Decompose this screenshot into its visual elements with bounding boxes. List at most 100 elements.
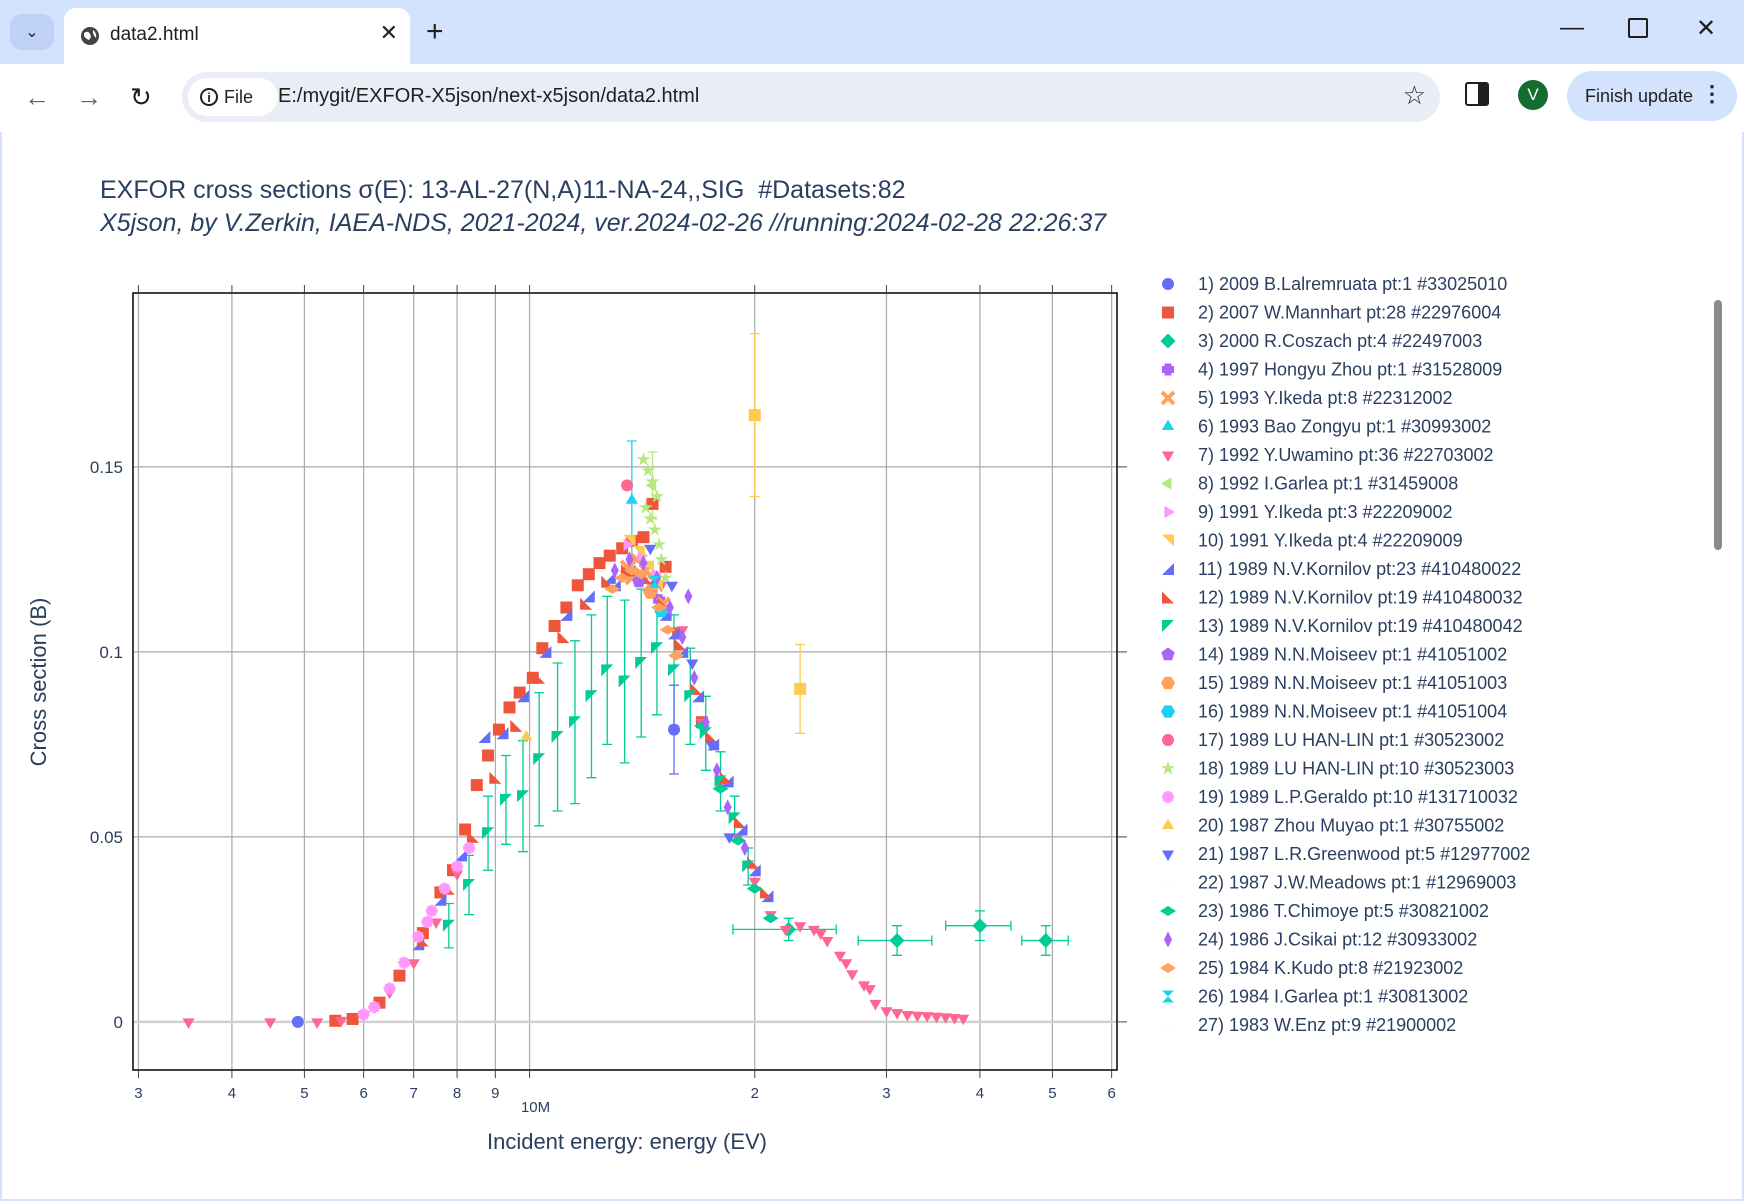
legend-item[interactable]: 1) 2009 B.Lalremruata pt:1 #33025010 bbox=[1162, 274, 1507, 294]
legend-item[interactable]: 10) 1991 Y.Ikeda pt:4 #22209009 bbox=[1162, 531, 1463, 551]
legend-item[interactable]: 24) 1986 J.Csikai pt:12 #30933002 bbox=[1164, 930, 1477, 950]
close-window-button[interactable]: ✕ bbox=[1696, 14, 1716, 43]
scrollbar-thumb[interactable] bbox=[1714, 300, 1722, 550]
side-panel-icon[interactable] bbox=[1465, 82, 1489, 106]
legend-label: 24) 1986 J.Csikai pt:12 #30933002 bbox=[1198, 930, 1477, 950]
data-point bbox=[666, 582, 678, 593]
data-point bbox=[572, 579, 584, 591]
legend-label: 12) 1989 N.V.Kornilov pt:19 #410480032 bbox=[1198, 588, 1523, 608]
legend-marker bbox=[1165, 506, 1176, 518]
legend-item[interactable]: 16) 1989 N.N.Moiseev pt:1 #41051004 bbox=[1161, 702, 1507, 722]
legend-item[interactable]: 2) 2007 W.Mannhart pt:28 #22976004 bbox=[1162, 303, 1501, 323]
legend-item[interactable]: 23) 1986 T.Chimoye pt:5 #30821002 bbox=[1160, 901, 1489, 921]
legend-item[interactable]: 9) 1991 Y.Ikeda pt:3 #22209002 bbox=[1165, 502, 1453, 522]
x-tick-label: 10M bbox=[521, 1099, 550, 1116]
data-point bbox=[183, 1018, 195, 1029]
data-point bbox=[593, 557, 605, 569]
maximize-button[interactable] bbox=[1628, 18, 1648, 38]
legend-item[interactable]: 5) 1993 Y.Ikeda pt:8 #22312002 bbox=[1162, 388, 1453, 408]
legend-item[interactable]: 3) 2000 R.Coszach pt:4 #22497003 bbox=[1161, 331, 1483, 351]
site-info-chip[interactable]: i File bbox=[188, 78, 278, 116]
y-tick-label: 0 bbox=[114, 1013, 123, 1032]
legend-item[interactable]: 25) 1984 K.Kudo pt:8 #21923002 bbox=[1160, 958, 1463, 978]
new-tab-button[interactable]: + bbox=[426, 14, 444, 50]
more-menu-icon[interactable]: ⋮ bbox=[1701, 81, 1723, 107]
legend-label: 7) 1992 Y.Uwamino pt:36 #22703002 bbox=[1198, 445, 1494, 465]
legend-item[interactable]: 18) 1989 LU HAN-LIN pt:10 #30523003 bbox=[1161, 759, 1514, 779]
legend-item[interactable]: 14) 1989 N.N.Moiseev pt:1 #41051002 bbox=[1161, 645, 1507, 665]
data-point bbox=[292, 1016, 304, 1028]
legend-item[interactable]: 26) 1984 I.Garlea pt:1 #30813002 bbox=[1162, 987, 1468, 1007]
legend-marker bbox=[1161, 648, 1174, 661]
x-tick-label: 6 bbox=[1107, 1085, 1115, 1102]
back-arrow-icon[interactable]: ← bbox=[24, 82, 50, 113]
legend-marker bbox=[1161, 677, 1175, 689]
tab-active[interactable]: data2.html ✕ bbox=[64, 8, 410, 64]
legend-marker bbox=[1162, 563, 1174, 575]
data-point bbox=[358, 1009, 370, 1021]
page-content: EXFOR cross sections σ(E): 13-AL-27(N,A)… bbox=[2, 132, 1742, 1199]
bookmark-star-icon[interactable]: ☆ bbox=[1403, 80, 1426, 111]
data-point bbox=[412, 931, 424, 943]
legend-item[interactable]: 8) 1992 I.Garlea pt:1 #31459008 bbox=[1161, 474, 1458, 494]
legend-marker bbox=[1162, 307, 1174, 319]
legend-marker bbox=[1161, 705, 1175, 717]
data-point bbox=[471, 779, 483, 791]
data-point bbox=[384, 983, 396, 995]
data-point bbox=[644, 545, 656, 556]
legend-item[interactable]: 7) 1992 Y.Uwamino pt:36 #22703002 bbox=[1162, 445, 1494, 465]
x-tick-label: 6 bbox=[359, 1085, 367, 1102]
address-bar[interactable]: i File E:/mygit/EXFOR-X5json/next-x5json… bbox=[182, 72, 1440, 122]
legend-item[interactable]: 13) 1989 N.V.Kornilov pt:19 #410480042 bbox=[1162, 616, 1523, 636]
legend-item[interactable]: 17) 1989 LU HAN-LIN pt:1 #30523002 bbox=[1162, 730, 1504, 750]
legend-marker bbox=[1162, 392, 1174, 404]
finish-update-button[interactable]: Finish update ⋮ bbox=[1567, 71, 1737, 121]
globe-icon bbox=[76, 22, 104, 50]
legend-label: 17) 1989 LU HAN-LIN pt:1 #30523002 bbox=[1198, 730, 1504, 750]
close-tab-icon[interactable]: ✕ bbox=[380, 20, 398, 46]
legend-item[interactable]: 6) 1993 Bao Zongyu pt:1 #30993002 bbox=[1162, 417, 1491, 437]
data-point bbox=[583, 590, 595, 602]
legend-item[interactable]: 11) 1989 N.V.Kornilov pt:23 #410480022 bbox=[1162, 559, 1521, 579]
legend-item[interactable]: 12) 1989 N.V.Kornilov pt:19 #410480032 bbox=[1162, 588, 1523, 608]
legend-marker bbox=[1162, 364, 1174, 376]
forward-arrow-icon[interactable]: → bbox=[76, 82, 102, 113]
legend-item[interactable]: 27) 1983 W.Enz pt:9 #21900002 bbox=[1162, 1015, 1456, 1035]
legend-item[interactable]: 15) 1989 N.N.Moiseev pt:1 #41051003 bbox=[1161, 673, 1507, 693]
legend-label: 18) 1989 LU HAN-LIN pt:10 #30523003 bbox=[1198, 759, 1514, 779]
data-point bbox=[957, 1015, 969, 1025]
data-point bbox=[503, 701, 515, 713]
avatar[interactable]: V bbox=[1518, 80, 1548, 110]
x-tick-label: 8 bbox=[453, 1085, 461, 1102]
legend-marker bbox=[1162, 620, 1174, 632]
x-axis-title: Incident energy: energy (EV) bbox=[487, 1129, 767, 1154]
legend-label: 13) 1989 N.V.Kornilov pt:19 #410480042 bbox=[1198, 616, 1523, 636]
legend-item[interactable]: 20) 1987 Zhou Muyao pt:1 #30755002 bbox=[1162, 816, 1504, 836]
data-point bbox=[557, 631, 569, 643]
data-point bbox=[648, 522, 662, 536]
tab-search-button[interactable]: ⌄ bbox=[10, 14, 54, 50]
legend-item[interactable]: 4) 1997 Hongyu Zhou pt:1 #31528009 bbox=[1162, 360, 1502, 380]
legend-label: 15) 1989 N.N.Moiseev pt:1 #41051003 bbox=[1198, 673, 1507, 693]
legend-item[interactable]: 19) 1989 L.P.Geraldo pt:10 #131710032 bbox=[1162, 787, 1518, 807]
data-point bbox=[734, 816, 746, 828]
legend-item[interactable]: 21) 1987 L.R.Greenwood pt:5 #12977002 bbox=[1162, 844, 1530, 864]
url-text[interactable]: E:/mygit/EXFOR-X5json/next-x5json/data2.… bbox=[278, 85, 699, 108]
data-point bbox=[463, 842, 475, 854]
x-tick-label: 3 bbox=[134, 1085, 142, 1102]
data-point bbox=[398, 957, 410, 969]
data-point bbox=[901, 1011, 913, 1022]
data-point bbox=[478, 731, 490, 743]
data-point bbox=[604, 550, 616, 562]
finish-update-label: Finish update bbox=[1585, 86, 1693, 107]
data-point bbox=[880, 1007, 892, 1018]
legend-marker bbox=[1160, 906, 1176, 916]
legend-label: 26) 1984 I.Garlea pt:1 #30813002 bbox=[1198, 987, 1468, 1007]
reload-icon[interactable]: ↻ bbox=[130, 82, 152, 113]
legend-item[interactable]: 22) 1987 J.W.Meadows pt:1 #12969003 bbox=[1162, 873, 1516, 893]
legend-label: 19) 1989 L.P.Geraldo pt:10 #131710032 bbox=[1198, 787, 1518, 807]
x-tick-label: 7 bbox=[410, 1085, 418, 1102]
site-info-label: File bbox=[224, 87, 253, 108]
minimize-button[interactable]: — bbox=[1560, 14, 1584, 42]
data-point bbox=[636, 452, 650, 466]
